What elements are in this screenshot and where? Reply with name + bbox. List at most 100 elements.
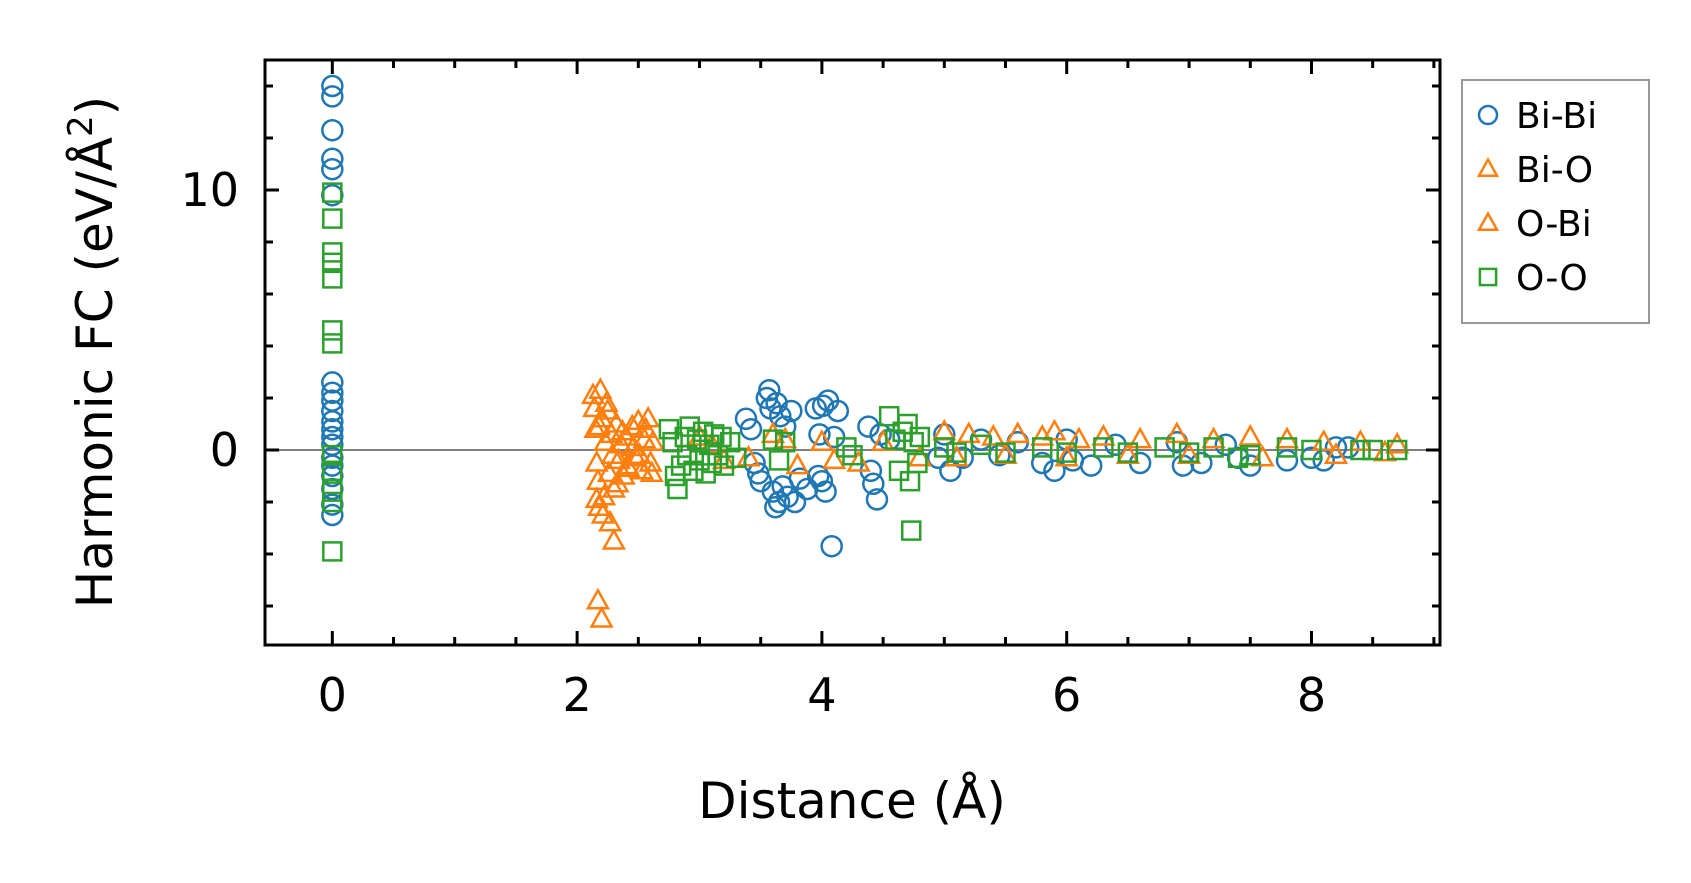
data-point-bi-bi — [808, 423, 831, 446]
data-point-o-bi — [1323, 442, 1349, 464]
data-point-o-o — [322, 460, 343, 482]
data-point-bi-bi — [758, 378, 781, 402]
data-point-o-o — [768, 450, 790, 471]
data-point-bi-bi — [769, 404, 792, 428]
data-point-o-o — [774, 431, 796, 453]
data-point-bi-bi — [321, 85, 344, 108]
data-point-o-o — [322, 252, 343, 274]
data-point-o-o — [322, 444, 343, 466]
data-point-o-o — [909, 426, 931, 448]
data-point-bi-bi — [862, 472, 885, 496]
data-point-o-o — [888, 460, 910, 482]
data-point-bi-o — [809, 429, 835, 451]
data-point-o-bi — [594, 390, 619, 412]
data-point-bi-bi — [1079, 454, 1103, 477]
legend-marker-o-o — [1478, 267, 1498, 287]
data-point-bi-o — [588, 377, 613, 399]
data-point-bi-bi — [822, 425, 846, 449]
data-point-bi-bi — [857, 415, 880, 438]
data-point-o-o — [670, 455, 692, 476]
y-axis-label-close: ) — [66, 96, 124, 116]
data-point-o-o — [907, 452, 928, 474]
data-point-bi-o — [1128, 426, 1153, 449]
data-point-o-o — [1093, 437, 1114, 458]
data-point-o-o — [1154, 437, 1175, 458]
y-axis-label-main: Harmonic FC (eV/Å — [66, 137, 124, 608]
y-tick-label: 10 — [180, 163, 239, 217]
data-point-bi-o — [1042, 418, 1067, 441]
data-point-bi-bi — [321, 503, 344, 527]
data-point-o-o — [1203, 437, 1224, 458]
data-point-o-o — [901, 520, 922, 541]
data-point-o-o — [1350, 439, 1371, 461]
data-point-o-bi — [590, 501, 615, 524]
data-point-bi-o — [640, 429, 666, 451]
data-point-bi-bi — [321, 147, 344, 171]
x-tick-label: 6 — [1052, 668, 1081, 722]
data-point-bi-bi — [321, 74, 344, 98]
legend: Bi-Bi Bi-O O-Bi O-O — [1461, 79, 1650, 324]
legend-marker-o-bi — [1476, 210, 1500, 231]
data-point-bi-o — [596, 460, 622, 483]
data-point-o-o — [899, 470, 921, 492]
data-point-o-o — [1178, 442, 1200, 463]
data-point-bi-o — [620, 413, 645, 436]
series-o-o — [322, 182, 1408, 562]
legend-label-o-o: O-O — [1516, 258, 1588, 299]
data-point-bi-bi — [783, 490, 807, 514]
y-tick-label: 0 — [210, 423, 239, 477]
data-point-o-bi — [584, 486, 609, 509]
data-point-bi-o — [583, 416, 608, 438]
data-point-o-o — [322, 320, 343, 341]
x-tick-label: 8 — [1297, 668, 1326, 722]
data-point-o-bi — [1054, 444, 1079, 467]
data-point-o-o — [995, 442, 1016, 463]
data-point-o-bi — [605, 470, 630, 493]
data-point-bi-o — [635, 405, 661, 428]
data-point-bi-bi — [933, 423, 956, 446]
data-point-o-o — [322, 268, 343, 289]
data-point-bi-o — [1066, 426, 1092, 449]
data-point-o-o — [842, 444, 863, 466]
data-point-bi-o — [1164, 421, 1189, 444]
legend-label-bi-o: Bi-O — [1516, 150, 1593, 191]
data-point-o-bi — [773, 426, 798, 449]
data-point-bi-bi — [826, 399, 850, 423]
data-point-o-bi — [600, 442, 625, 464]
x-tick-label: 2 — [562, 668, 591, 722]
data-point-o-o — [1240, 444, 1261, 466]
data-point-bi-bi — [951, 446, 974, 470]
legend-marker-bi-bi — [1477, 104, 1499, 126]
data-point-o-o — [903, 431, 924, 453]
data-point-bi-bi — [820, 534, 843, 558]
data-point-o-bi — [633, 416, 658, 438]
data-point-bi-bi — [865, 488, 889, 511]
data-point-o-bi — [1372, 439, 1398, 462]
data-point-bi-o — [1385, 431, 1410, 454]
data-point-o-o — [322, 182, 343, 203]
data-point-bi-bi — [739, 417, 763, 441]
legend-label-o-bi: O-Bi — [1516, 204, 1592, 245]
plot-frame — [263, 58, 1442, 647]
data-point-o-o — [1386, 439, 1408, 461]
data-point-o-bi — [587, 413, 612, 436]
data-point-bi-bi — [811, 394, 835, 418]
legend-marker-bi-o — [1476, 156, 1500, 177]
data-point-bi-bi — [780, 399, 803, 423]
data-point-o-o — [667, 478, 688, 500]
data-point-bi-o — [956, 421, 981, 444]
data-point-bi-bi — [321, 157, 344, 181]
data-point-o-o — [970, 434, 992, 456]
legend-label-bi-bi: Bi-Bi — [1516, 96, 1597, 137]
data-point-bi-bi — [1030, 451, 1054, 475]
x-tick-label: 4 — [807, 668, 836, 722]
data-point-o-bi — [870, 429, 896, 451]
data-point-bi-bi — [1275, 449, 1299, 472]
data-point-o-o — [322, 208, 343, 229]
legend-frame — [1461, 79, 1650, 324]
data-point-bi-bi — [321, 371, 344, 394]
data-point-o-o — [934, 437, 955, 458]
data-point-bi-bi — [814, 480, 837, 503]
data-point-o-o — [322, 541, 343, 562]
data-point-bi-o — [580, 382, 606, 405]
